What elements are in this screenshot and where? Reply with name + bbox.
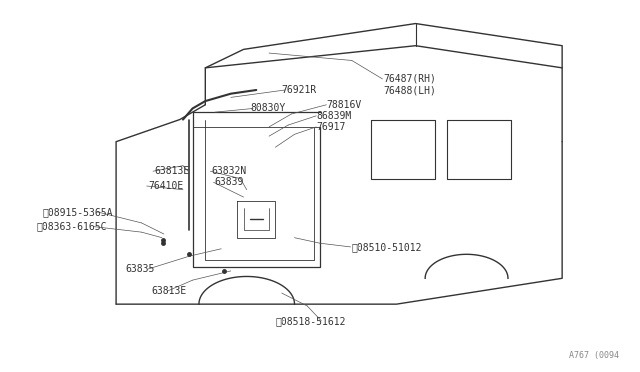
Text: 76488(LH): 76488(LH) [384, 85, 436, 95]
Text: 80830Y: 80830Y [250, 103, 285, 113]
Text: 78816V: 78816V [326, 100, 362, 110]
Text: 76921R: 76921R [282, 85, 317, 95]
Text: 63839: 63839 [215, 177, 244, 187]
Text: 63835: 63835 [125, 264, 155, 274]
Text: Ⓜ08915-5365A: Ⓜ08915-5365A [43, 207, 113, 217]
Text: 63813E: 63813E [154, 166, 189, 176]
Text: Ⓝ08518-51612: Ⓝ08518-51612 [275, 316, 346, 326]
Text: 76487(RH): 76487(RH) [384, 74, 436, 84]
Text: 86839M: 86839M [317, 111, 352, 121]
Text: A767 (0094: A767 (0094 [570, 350, 620, 359]
Text: 63813E: 63813E [151, 286, 186, 296]
Text: 63832N: 63832N [212, 166, 247, 176]
Text: 76917: 76917 [317, 122, 346, 132]
Text: Ⓝ08510-51012: Ⓝ08510-51012 [352, 242, 422, 252]
Text: Ⓝ08363-6165C: Ⓝ08363-6165C [36, 222, 107, 232]
Text: 76410E: 76410E [148, 181, 183, 191]
